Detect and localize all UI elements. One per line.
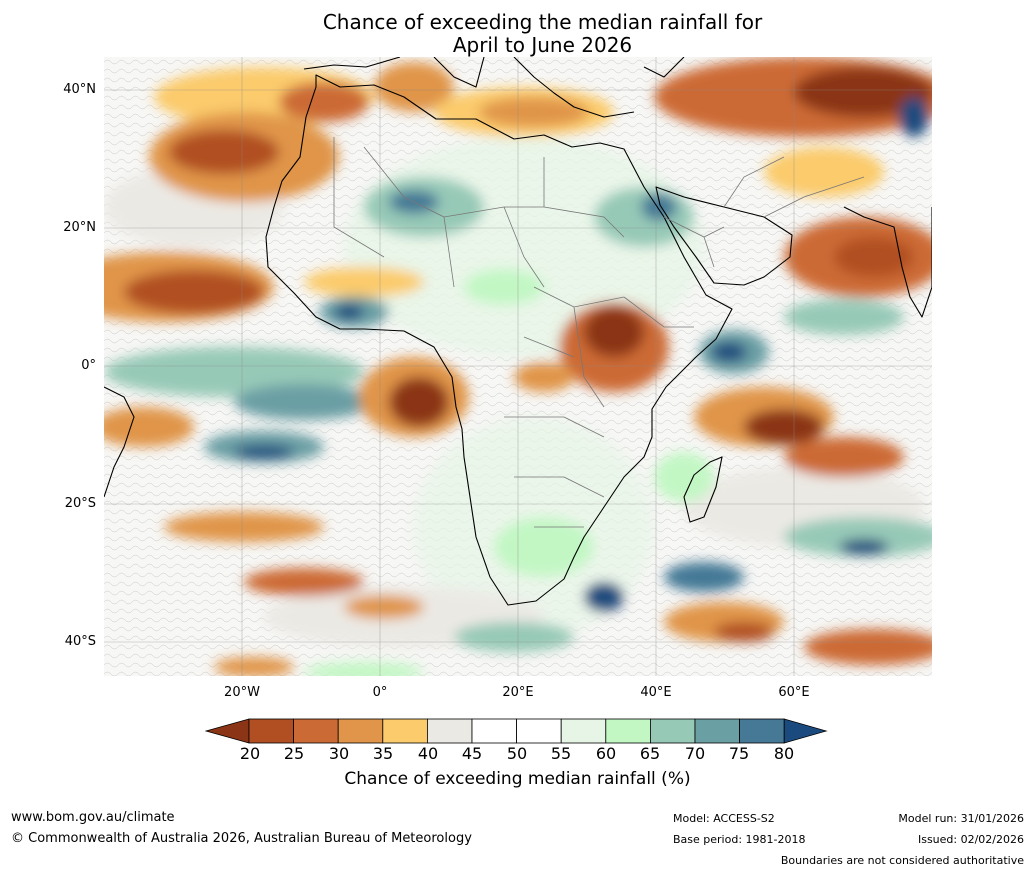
colorbar-segment [426, 718, 473, 744]
graticule [104, 57, 932, 676]
colorbar-tick: 20 [239, 744, 261, 763]
colorbar [205, 718, 828, 744]
colorbar-segment [382, 718, 428, 744]
lat-label-40s: 40°S [64, 634, 96, 649]
colorbar-tick: 50 [506, 744, 528, 763]
country-borders [333, 137, 865, 528]
footer-model-run: Model run: 31/01/2026 [898, 812, 1024, 825]
lat-label-20n: 20°N [63, 220, 96, 235]
colorbar-tick: 25 [283, 744, 305, 763]
map-title-line-1: Chance of exceeding the median rainfall … [322, 10, 763, 34]
colorbar-segment [293, 718, 339, 744]
footer-website-link[interactable]: www.bom.gov.au/climate [11, 810, 175, 825]
colorbar-tick: 65 [639, 744, 661, 763]
map-canvas [104, 57, 932, 676]
footer-disclaimer: Boundaries are not considered authoritat… [780, 854, 1024, 867]
colorbar-segment [739, 718, 785, 744]
colorbar-tick: 30 [328, 744, 350, 763]
lon-label-60e: 60°E [778, 685, 810, 700]
colorbar-arrow-low [205, 718, 250, 744]
colorbar-tick: 70 [684, 744, 706, 763]
colorbar-segment [471, 718, 517, 744]
rainfall-probability-map [104, 57, 932, 676]
colorbar-tick: 40 [417, 744, 439, 763]
footer-model: Model: ACCESS-S2 [673, 812, 775, 825]
lon-label-0: 0° [372, 685, 388, 700]
map-title-line-2: April to June 2026 [452, 33, 633, 57]
footer-base-period: Base period: 1981-2018 [673, 833, 806, 846]
colorbar-segment [337, 718, 384, 744]
lat-label-40n: 40°N [63, 82, 96, 97]
footer-issued: Issued: 02/02/2026 [917, 833, 1024, 846]
lat-label-20s: 20°S [64, 496, 96, 511]
lon-label-20e: 20°E [502, 685, 534, 700]
colorbar-segment [694, 718, 740, 744]
lat-label-0: 0° [81, 358, 96, 373]
probability-field [104, 57, 932, 676]
colorbar-tick: 55 [550, 744, 572, 763]
colorbar-arrow-high [783, 718, 828, 744]
lon-label-20w: 20°W [224, 685, 260, 700]
colorbar-title: Chance of exceeding median rainfall (%) [344, 769, 691, 789]
footer-copyright: © Commonwealth of Australia 2026, Austra… [11, 831, 472, 846]
colorbar-tick: 60 [595, 744, 617, 763]
colorbar-tick: 45 [461, 744, 483, 763]
colorbar-segment [649, 718, 696, 744]
colorbar-segment [605, 718, 651, 744]
colorbar-tick: 35 [372, 744, 394, 763]
colorbar-segment [516, 718, 562, 744]
colorbar-tick: 80 [773, 744, 795, 763]
colorbar-segment [560, 718, 607, 744]
lon-label-40e: 40°E [640, 685, 672, 700]
colorbar-segment [248, 718, 294, 744]
colorbar-tick: 75 [728, 744, 750, 763]
coastlines [104, 57, 932, 606]
